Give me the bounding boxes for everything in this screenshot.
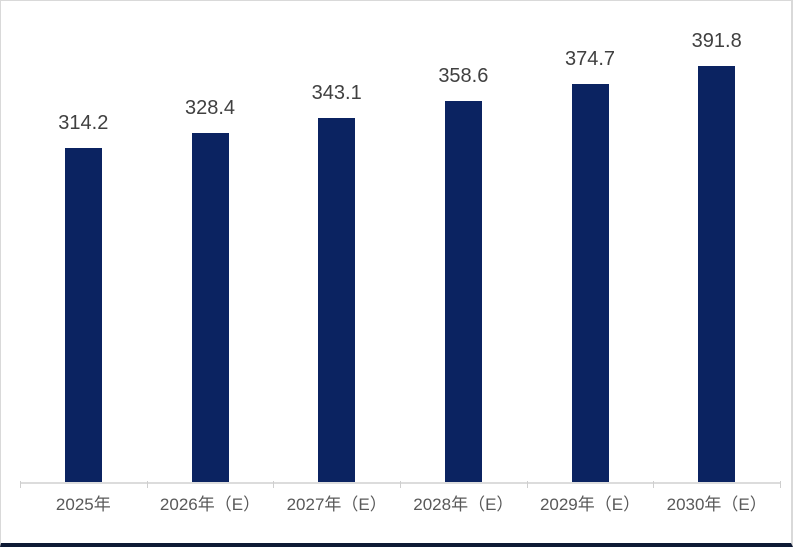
bar [571,84,609,482]
category-label: 2028年（E） [413,495,514,514]
bar-value-label: 358.6 [438,65,489,88]
bar-value-label: 391.8 [691,29,742,52]
x-axis-tick [146,481,148,488]
bar-value-label: 343.1 [311,81,362,104]
bar-slot: 374.7 [527,4,654,482]
bar [64,148,102,482]
x-axis-tick [273,481,275,488]
x-axis-category-labels: 2025年 2026年（E） 2027年（E） 2028年（E） 2029年（E） 203… [20,490,780,515]
x-axis-tick [526,481,528,488]
bar [318,117,356,482]
bar [444,101,482,482]
x-axis-tick [653,481,655,488]
bar-slot: 358.6 [400,4,527,482]
x-axis-tick [780,481,781,488]
bar-slot: 391.8 [653,4,780,482]
bar-slot: 343.1 [273,4,400,482]
category-label: 2030年（E） [666,495,767,514]
bar [698,65,736,482]
bar [191,133,229,482]
category-label: 2026年（E） [159,495,261,514]
category-label: 2027年（E） [286,495,387,514]
bar-slot: 314.2 [20,4,147,482]
bar-value-label: 314.2 [58,112,109,135]
bar-value-label: 374.7 [564,48,616,70]
x-axis-tick [20,481,21,488]
x-axis-tick [400,481,401,488]
bar-slot: 328.4 [147,4,274,482]
category-label: 2025年 [55,495,111,514]
bar-slots: 314.2 328.4 343.1 358.6 374.7 391.8 [20,4,780,482]
bar-value-label: 328.4 [184,97,236,120]
category-label: 2029年（E） [539,495,641,514]
plot-area: 314.2 328.4 343.1 358.6 374.7 391.8 [20,4,780,484]
